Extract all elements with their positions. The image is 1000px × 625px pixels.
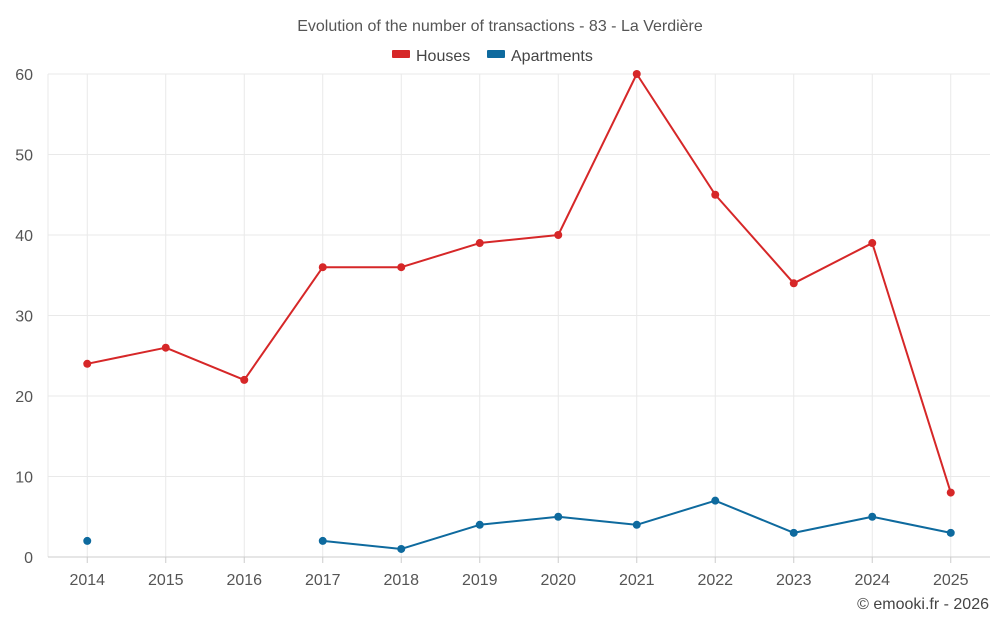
data-point-apartments-2024[interactable] bbox=[868, 512, 877, 521]
legend-label-apartments: Apartments bbox=[511, 48, 593, 65]
legend-label-houses: Houses bbox=[416, 48, 470, 65]
x-tick-label: 2016 bbox=[226, 572, 262, 589]
data-point-apartments-2022[interactable] bbox=[711, 496, 720, 505]
series-line-houses bbox=[87, 73, 952, 493]
y-tick-label: 40 bbox=[15, 228, 33, 245]
x-tick-label: 2015 bbox=[148, 572, 184, 589]
legend-item-houses[interactable]: Houses bbox=[392, 48, 470, 65]
x-tick-label: 2021 bbox=[619, 572, 655, 589]
legend-swatch-houses bbox=[392, 50, 410, 58]
grid bbox=[48, 73, 990, 557]
data-point-houses-2020[interactable] bbox=[554, 231, 563, 239]
data-point-apartments-2017[interactable] bbox=[318, 536, 327, 545]
x-tick-label: 2025 bbox=[933, 572, 969, 589]
data-point-houses-2022[interactable] bbox=[711, 190, 720, 199]
data-point-apartments-2020[interactable] bbox=[554, 512, 563, 521]
data-point-houses-2021[interactable] bbox=[632, 70, 641, 78]
y-tick-label: 30 bbox=[15, 309, 33, 326]
x-tick-label: 2017 bbox=[305, 572, 341, 589]
x-tick-label: 2024 bbox=[854, 572, 890, 589]
data-point-houses-2023[interactable] bbox=[789, 279, 798, 288]
y-tick-label: 20 bbox=[15, 389, 33, 406]
data-point-houses-2014[interactable] bbox=[83, 359, 92, 368]
data-point-apartments-2025[interactable] bbox=[946, 528, 955, 537]
x-tick-label: 2023 bbox=[776, 572, 812, 589]
x-tick-label: 2019 bbox=[462, 572, 498, 589]
data-point-apartments-2021[interactable] bbox=[632, 520, 641, 529]
series-houses bbox=[83, 70, 955, 497]
data-point-houses-2025[interactable] bbox=[946, 488, 955, 497]
chart-title: Evolution of the number of transactions … bbox=[297, 18, 703, 35]
y-tick-label: 60 bbox=[15, 67, 33, 84]
credit-text: © emooki.fr - 2026 bbox=[857, 596, 989, 613]
series-apartments bbox=[83, 496, 955, 553]
data-point-houses-2016[interactable] bbox=[240, 375, 249, 384]
data-point-apartments-2019[interactable] bbox=[475, 520, 484, 529]
data-point-houses-2017[interactable] bbox=[318, 263, 327, 272]
data-point-houses-2015[interactable] bbox=[161, 343, 170, 352]
data-point-apartments-2018[interactable] bbox=[397, 544, 406, 553]
data-point-houses-2024[interactable] bbox=[868, 239, 877, 248]
y-tick-label: 50 bbox=[15, 148, 33, 165]
x-tick-label: 2020 bbox=[540, 572, 576, 589]
data-point-houses-2018[interactable] bbox=[397, 263, 406, 272]
y-tick-label: 10 bbox=[15, 470, 33, 487]
data-point-apartments-2023[interactable] bbox=[789, 528, 798, 537]
data-point-apartments-2014[interactable] bbox=[83, 536, 92, 545]
legend-item-apartments[interactable]: Apartments bbox=[487, 48, 593, 65]
x-tick-label: 2022 bbox=[697, 572, 733, 589]
data-point-houses-2019[interactable] bbox=[475, 239, 484, 248]
y-tick-label: 0 bbox=[24, 550, 33, 567]
x-tick-label: 2014 bbox=[69, 572, 105, 589]
series bbox=[83, 70, 955, 553]
legend: Houses Apartments bbox=[392, 48, 593, 65]
x-tick-label: 2018 bbox=[383, 572, 419, 589]
legend-swatch-apartments bbox=[487, 50, 505, 58]
axes: 0 10 20 30 40 50 60 2014 2015 2016 2017 2018 2019 202… bbox=[15, 67, 990, 589]
